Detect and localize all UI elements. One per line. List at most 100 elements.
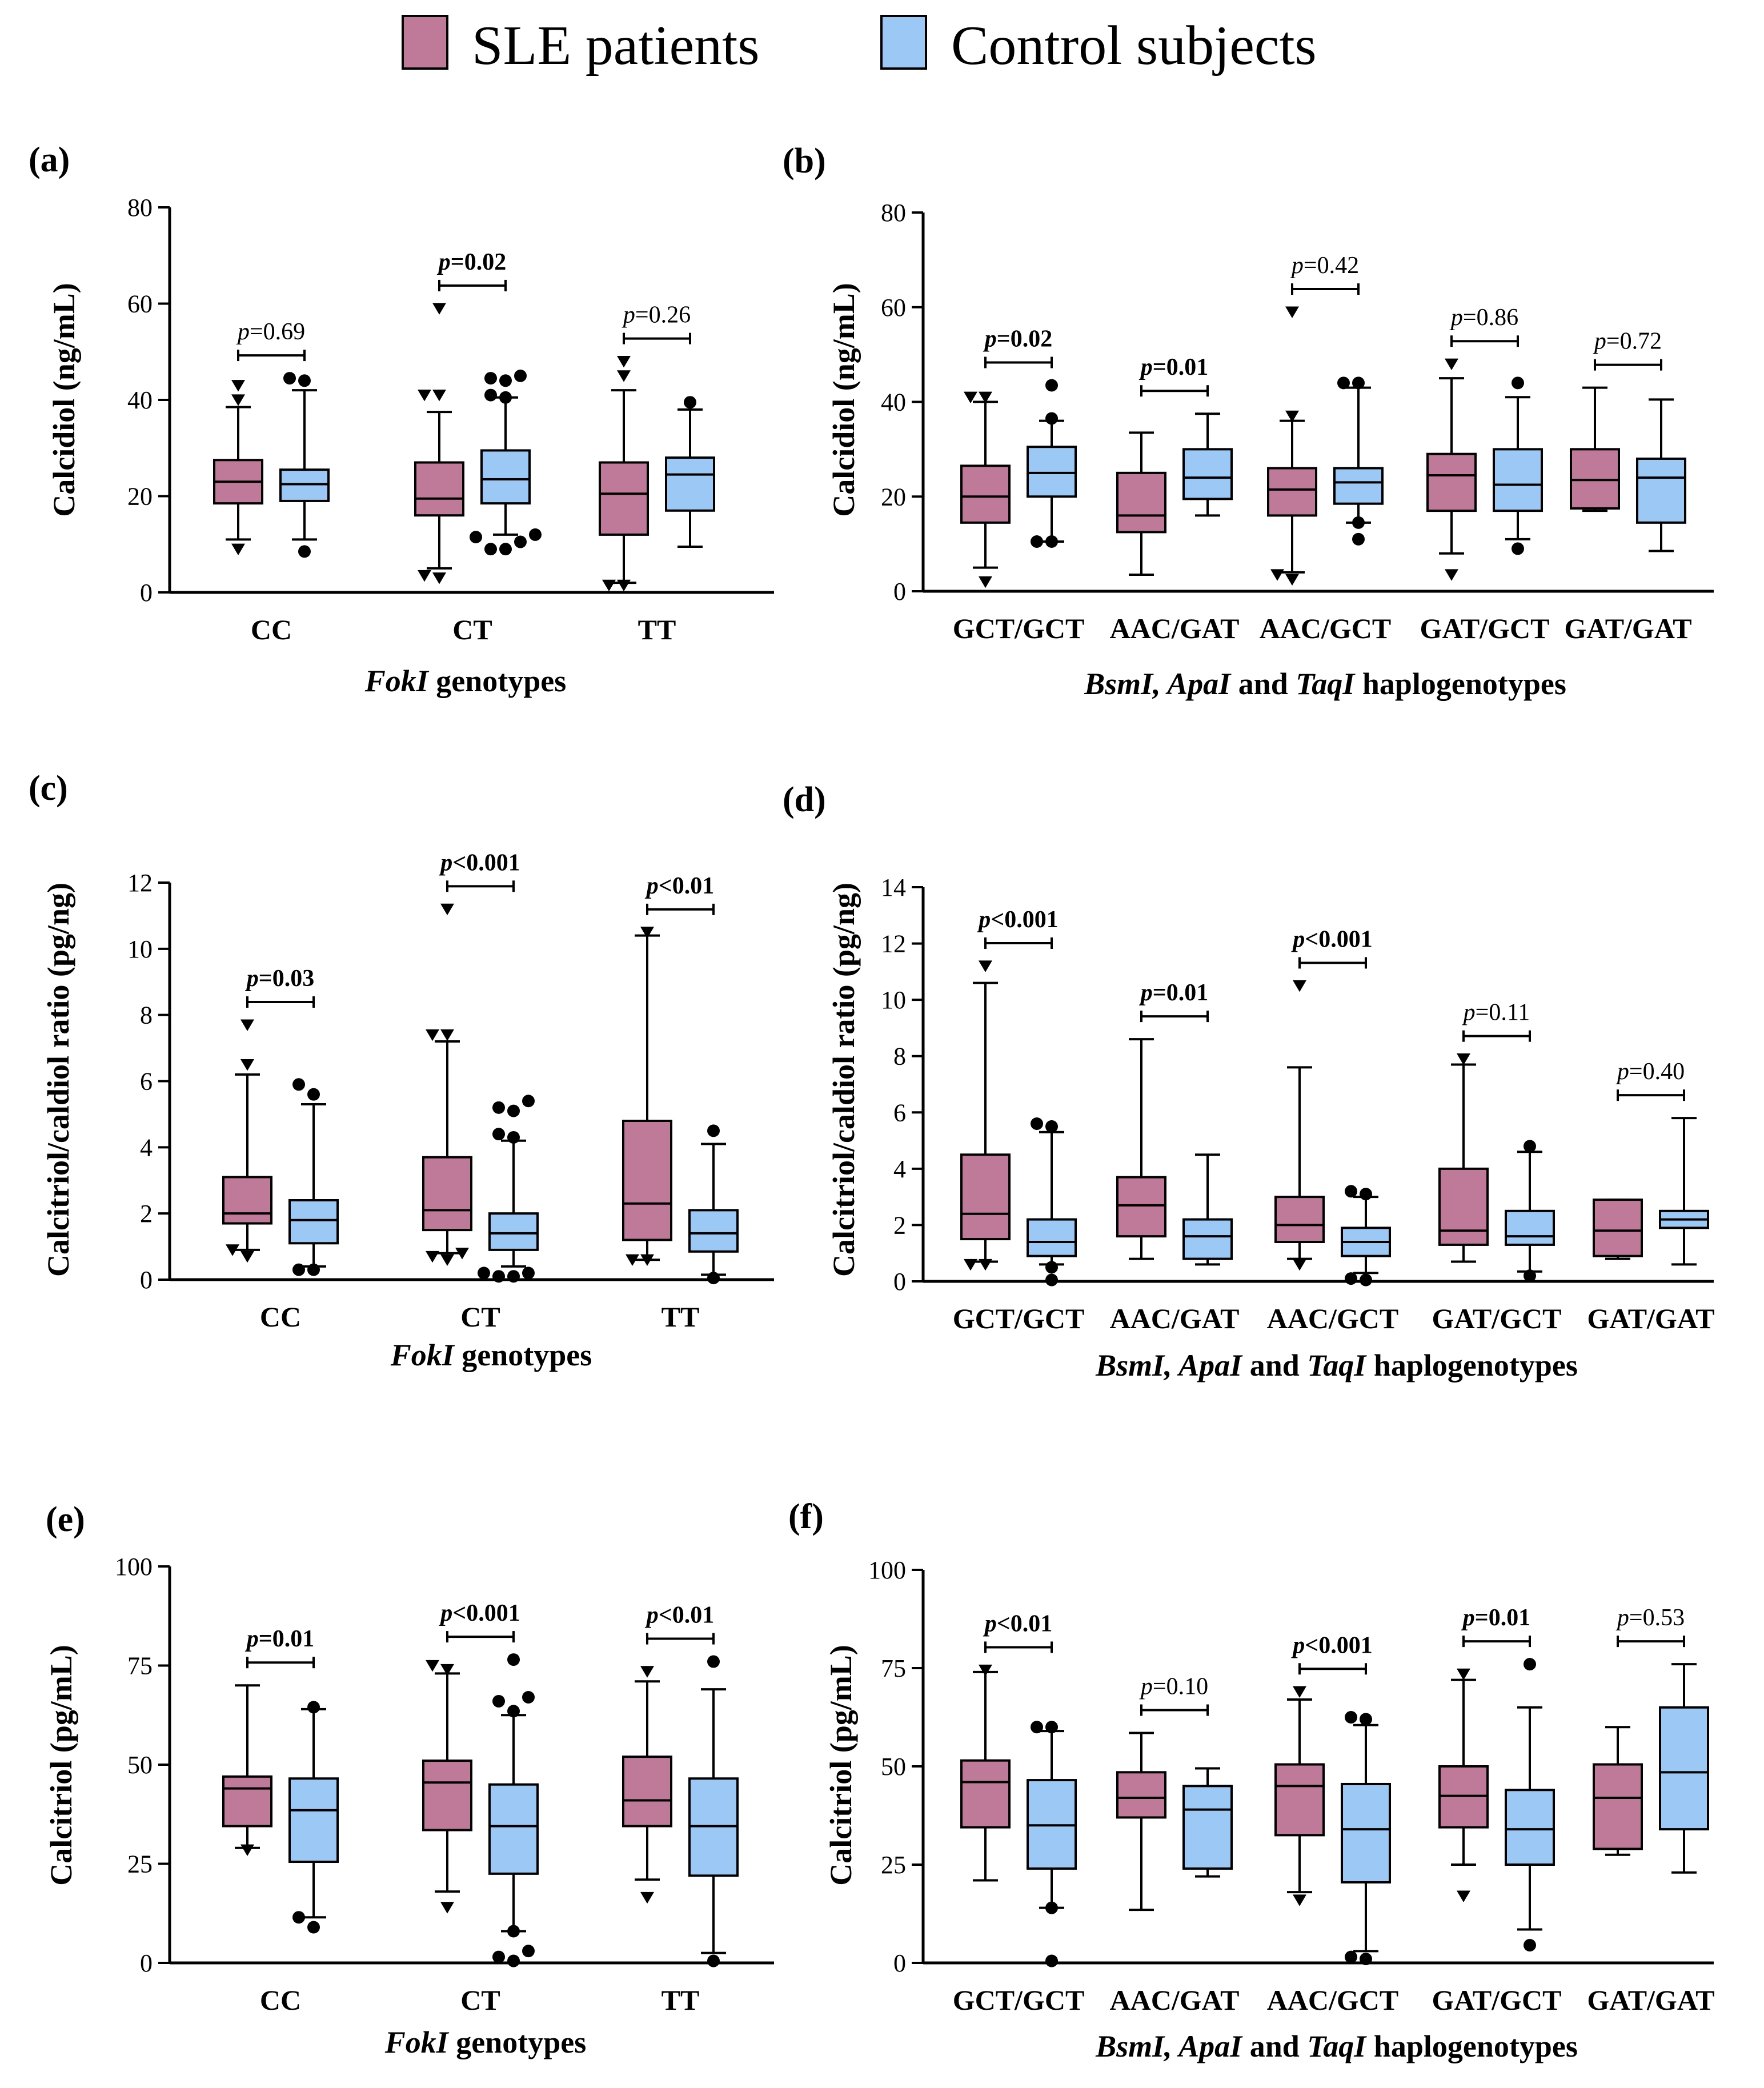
outlier-point: [964, 1259, 977, 1271]
box-control: [288, 1078, 339, 1276]
y-tick-label: 75: [881, 1654, 906, 1682]
p-value-label: p<0.001: [1291, 927, 1372, 953]
p-symbol: p: [645, 1602, 659, 1629]
y-tick-label: 0: [140, 1949, 153, 1977]
legend-label-sle: SLE patients: [472, 15, 760, 77]
x-axis-title-part: BsmI, ApaI: [1084, 667, 1232, 701]
p-symbol: p: [1139, 354, 1153, 380]
outlier-point: [707, 1954, 720, 1967]
outlier-point: [707, 1655, 720, 1668]
p-value-label: p=0.02: [437, 249, 506, 275]
outlier-point: [1045, 379, 1058, 392]
outlier-point: [492, 1950, 505, 1963]
y-tick-label: 0: [140, 1266, 153, 1294]
group-cc: p=0.01: [222, 1626, 339, 1934]
p-value-text: =0.26: [635, 302, 691, 328]
outlier-point: [298, 545, 311, 558]
outlier-point: [1360, 1188, 1372, 1201]
group-aac-gct: p<0.001: [1274, 1632, 1391, 1966]
outlier-point: [1031, 1721, 1043, 1734]
outlier-point: [240, 1844, 254, 1857]
group-cc: p=0.69: [213, 319, 330, 558]
box-iqr: [622, 1120, 672, 1241]
p-value-label: p<0.001: [439, 849, 520, 876]
outlier-point: [507, 1954, 520, 1967]
group-aac-gat: p=0.10: [1116, 1674, 1233, 1911]
box-iqr: [1274, 1763, 1325, 1837]
y-tick-label: 12: [127, 869, 153, 897]
group-aac-gat: p=0.01: [1116, 354, 1233, 576]
outlier-point: [307, 1701, 320, 1714]
outlier-point: [1270, 569, 1284, 581]
x-axis-title-part: BsmI, ApaI: [1095, 2029, 1243, 2063]
box-iqr: [414, 461, 464, 517]
x-axis-title-part: haplogenotypes: [1366, 1348, 1578, 1382]
outlier-point: [307, 1921, 320, 1934]
x-tick-label: CT: [460, 1301, 500, 1333]
outlier-point: [492, 1101, 505, 1114]
outlier-point: [1337, 376, 1350, 390]
box-control: [1333, 376, 1384, 546]
y-axis-title: Calcidiol (ng/mL): [827, 283, 861, 517]
y-tick-label: 0: [893, 578, 906, 606]
p-symbol: p: [983, 326, 997, 352]
p-symbol: p: [645, 873, 659, 899]
y-tick-label: 2: [893, 1211, 906, 1239]
box-sle: [422, 903, 472, 1267]
group-tt: p<0.01: [622, 873, 739, 1285]
p-value-label: p=0.01: [245, 1626, 314, 1652]
y-tick-label: 50: [881, 1753, 906, 1781]
outlier-point: [617, 579, 631, 592]
y-tick-label: 40: [881, 388, 906, 416]
box-iqr: [1027, 446, 1077, 498]
y-axis-title: Calcidiol (ng/mL): [47, 283, 81, 517]
outlier-point: [1352, 516, 1365, 529]
box-sle: [1274, 1686, 1325, 1906]
y-tick-label: 100: [868, 1556, 906, 1584]
outlier-point: [492, 1694, 505, 1708]
group-aac-gat: p=0.01: [1116, 980, 1233, 1266]
box-iqr: [279, 468, 330, 502]
panel-label-f: (f): [788, 1497, 824, 1536]
x-tick-label: GAT/GAT: [1564, 612, 1691, 644]
outlier-point: [979, 960, 992, 972]
group-aac-gct: p<0.001: [1274, 927, 1391, 1287]
p-value-text: <0.001: [991, 907, 1058, 933]
box-iqr: [1116, 471, 1166, 534]
outlier-point: [640, 1666, 654, 1678]
box-control: [1659, 1663, 1709, 1874]
x-axis-title: BsmI, ApaI and TaqI haplogenotypes: [1084, 667, 1566, 701]
x-tick-label: GAT/GAT: [1587, 1984, 1714, 2016]
outlier-point: [1445, 358, 1458, 370]
outlier-point: [1457, 1890, 1470, 1902]
y-axis-title: Calcitriol/caldiol ratio (pg/ng): [41, 883, 75, 1277]
box-iqr: [222, 1176, 272, 1225]
group-gat-gat: p=0.53: [1593, 1605, 1709, 1874]
y-tick-label: 50: [127, 1751, 153, 1779]
x-tick-label: AAC/GAT: [1110, 1303, 1240, 1334]
outlier-point: [1360, 1273, 1372, 1287]
x-axis-title: FokI genotypes: [384, 2025, 587, 2059]
p-value-label: p=0.10: [1139, 1674, 1208, 1700]
box-control: [1182, 1153, 1233, 1266]
p-value-text: =0.42: [1304, 253, 1359, 279]
group-ct: p<0.001: [422, 849, 539, 1283]
outlier-point: [602, 579, 616, 592]
p-symbol: p: [1615, 1059, 1629, 1085]
box-sle: [1593, 1726, 1643, 1856]
outlier-point: [1285, 410, 1299, 423]
box-control: [1027, 1117, 1077, 1287]
box-control: [1027, 1721, 1077, 1967]
y-tick-label: 8: [140, 1001, 153, 1029]
box-control: [1505, 1658, 1555, 1952]
p-value-text: =0.01: [1153, 354, 1208, 380]
p-value-text: =0.03: [259, 965, 314, 992]
box-sle: [1570, 386, 1620, 512]
outlier-point: [514, 369, 527, 382]
y-axis-title: Calcitriol (pg/mL): [44, 1645, 78, 1885]
box-iqr: [1182, 448, 1233, 500]
outlier-point: [426, 1029, 439, 1041]
outlier-point: [226, 1244, 239, 1256]
outlier-point: [522, 1267, 535, 1280]
y-tick-label: 4: [893, 1155, 906, 1183]
